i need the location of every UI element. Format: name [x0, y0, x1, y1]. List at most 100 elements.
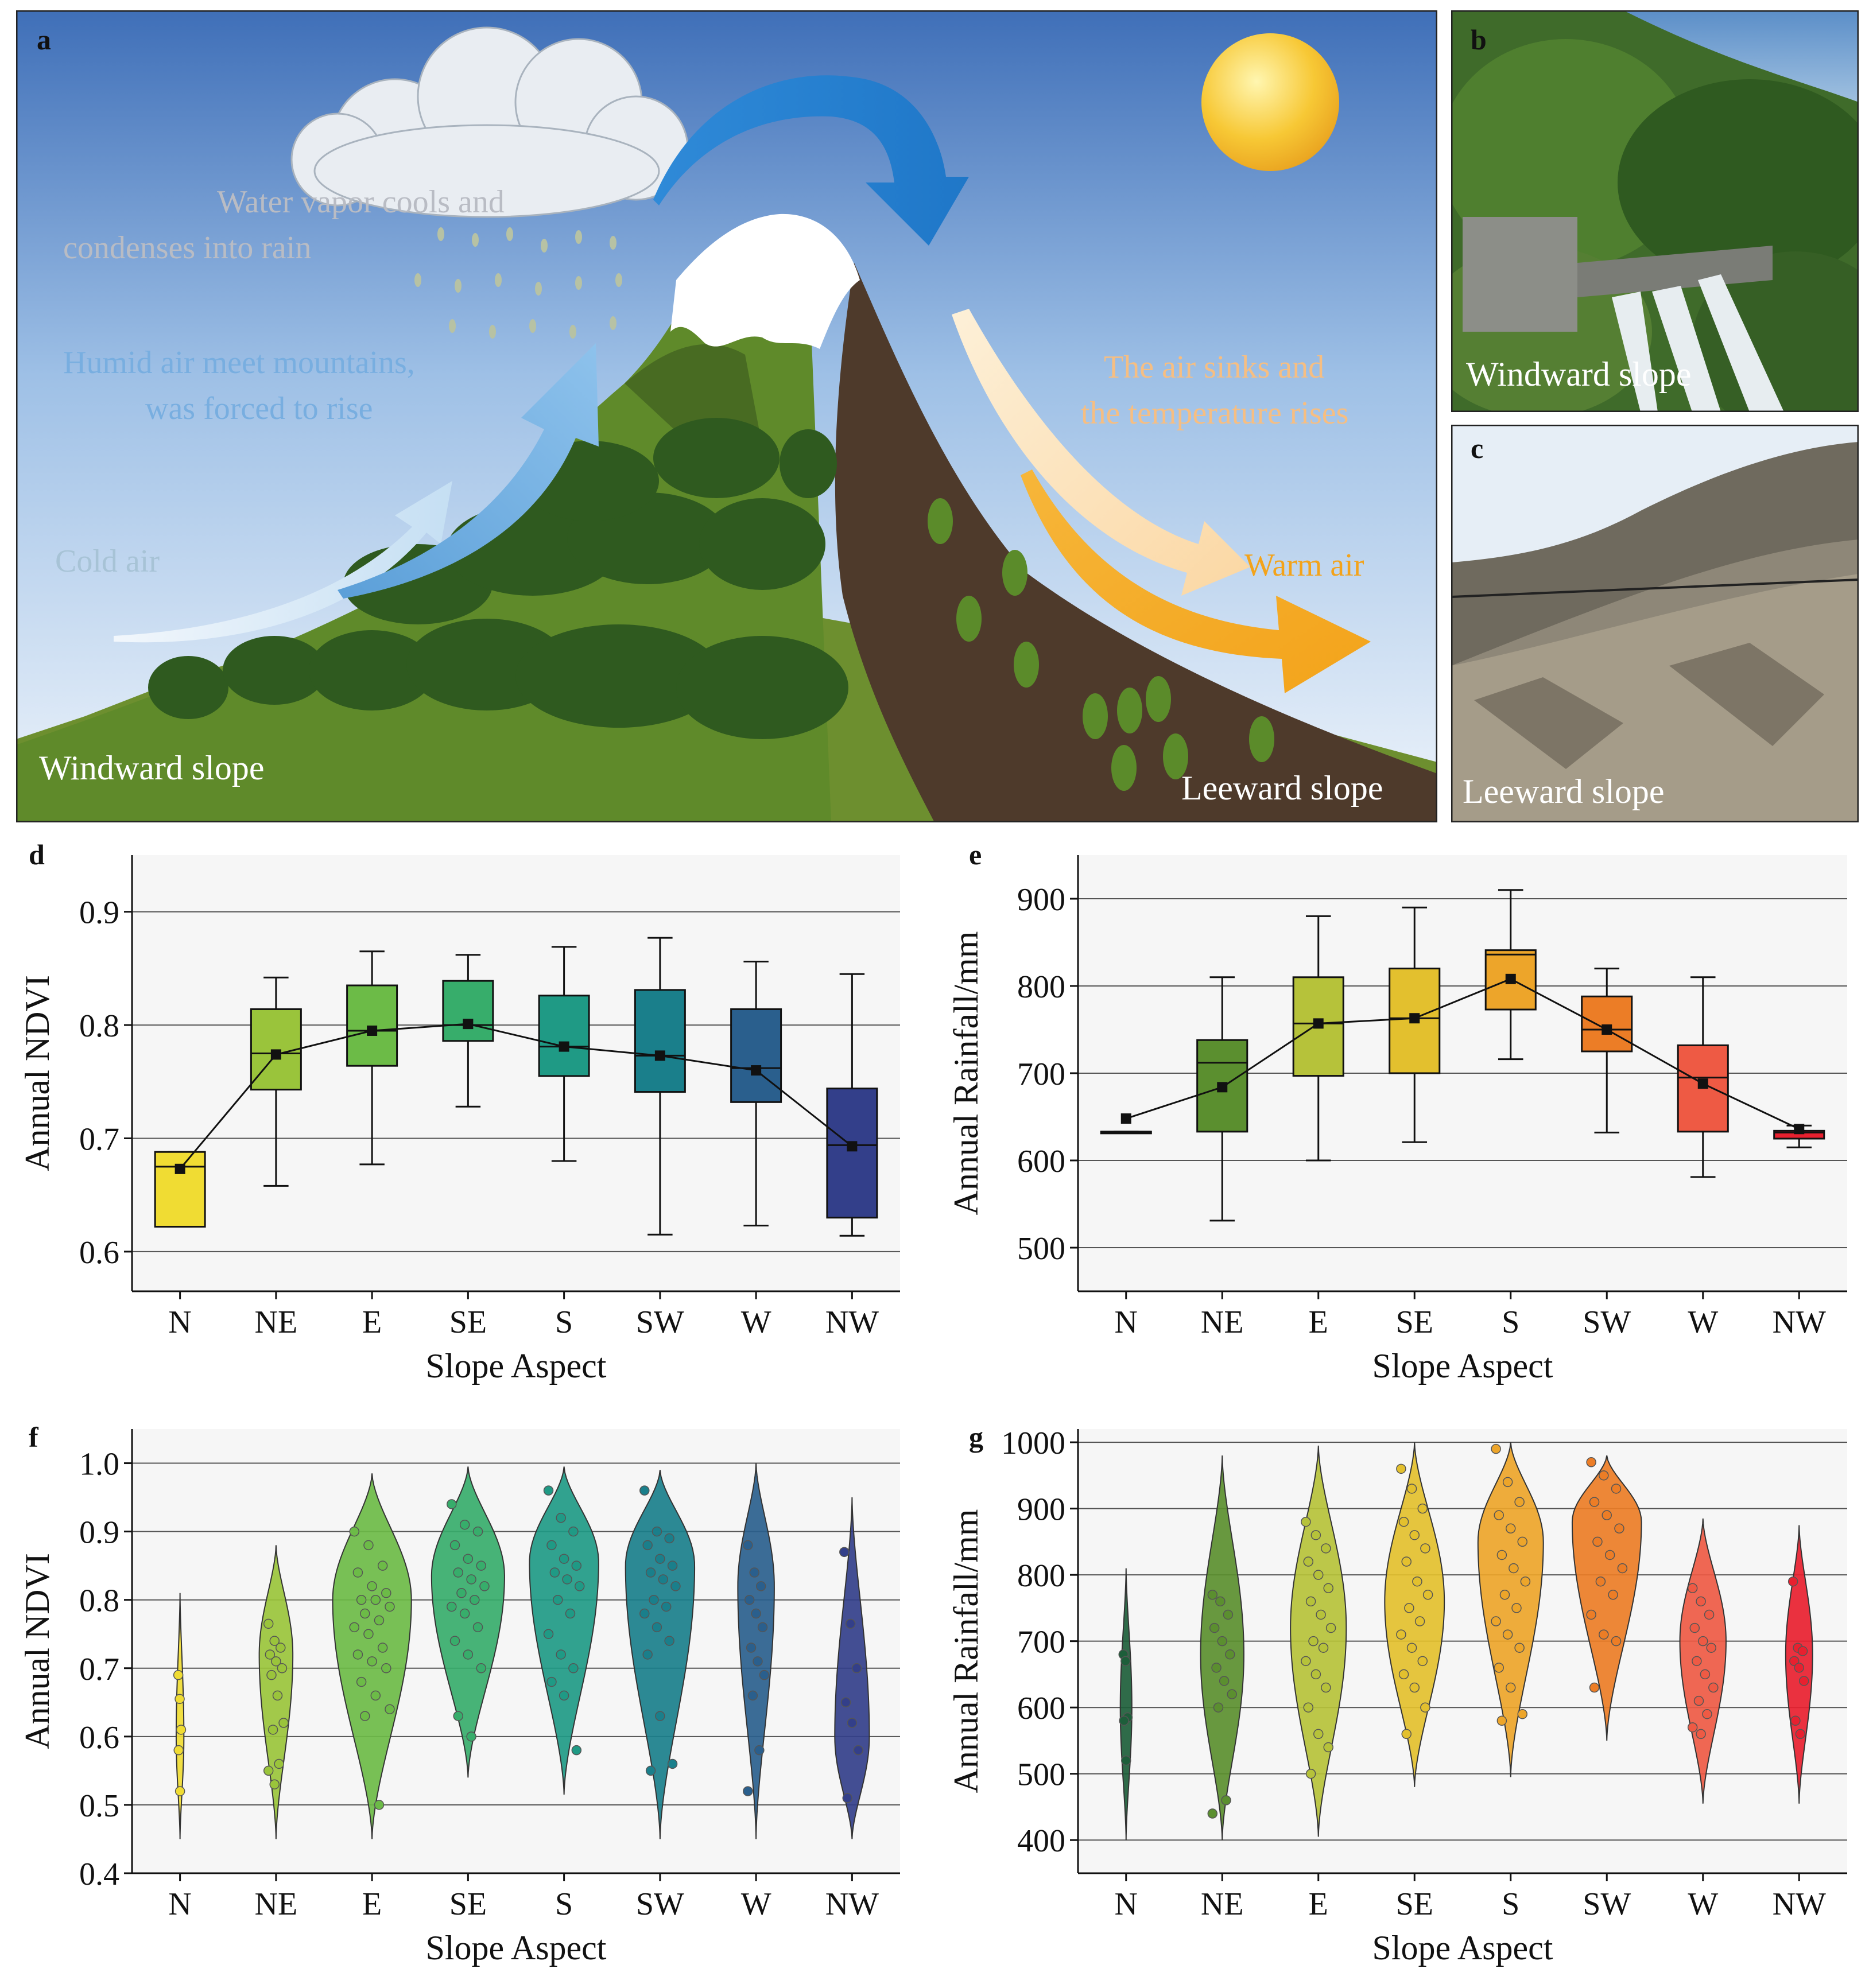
data-point [571, 1745, 582, 1756]
data-point [1217, 1636, 1227, 1647]
data-point [1412, 1576, 1422, 1587]
data-point [1215, 1596, 1226, 1607]
data-point [263, 1618, 274, 1629]
x-tick-label: NW [1773, 1304, 1826, 1340]
data-point [1689, 1622, 1700, 1633]
data-point [1121, 1755, 1131, 1766]
x-axis-label: Slope Aspect [426, 1347, 607, 1385]
y-tick-label: 800 [1017, 1558, 1065, 1594]
data-point [1401, 1556, 1412, 1567]
y-tick-label: 1000 [1001, 1426, 1065, 1461]
data-point [1316, 1609, 1326, 1620]
x-tick-label: SW [1583, 1886, 1631, 1922]
panel-label-d: d [29, 838, 45, 871]
data-point [639, 1608, 650, 1619]
leeward-photo-caption: Leeward slope [1463, 772, 1665, 810]
violin-SW [625, 1470, 696, 1839]
data-point [649, 1594, 659, 1605]
data-point [463, 1554, 474, 1564]
violin-N [1119, 1568, 1133, 1841]
data-point [479, 1581, 490, 1591]
data-point [385, 1601, 395, 1612]
data-point [476, 1560, 487, 1571]
data-point [1687, 1722, 1698, 1733]
data-point [1221, 1795, 1231, 1805]
data-point [476, 1663, 487, 1674]
data-point [1514, 1497, 1525, 1507]
data-point [1491, 1443, 1501, 1454]
chart-e-rainfall-box: 500 600 700 800 900 N NE E SE S SW W NW Slope Aspect A… [947, 855, 1847, 1385]
data-point [1604, 1550, 1615, 1560]
data-point [269, 1636, 280, 1646]
violin-NE [1200, 1455, 1244, 1841]
data-point [1494, 1510, 1504, 1520]
data-point [1225, 1649, 1235, 1660]
x-tick-label: NE [1201, 1304, 1244, 1340]
data-point [265, 1649, 276, 1660]
x-tick-label: E [362, 1886, 382, 1922]
violin-S [1477, 1442, 1544, 1777]
data-point [1509, 1563, 1519, 1574]
mean-marker [1697, 1078, 1708, 1089]
data-point [272, 1690, 283, 1701]
mountain-illustration: Water vapor cools and condenses into rai… [15, 10, 1438, 823]
mean-marker [175, 1163, 185, 1174]
mean-line [179, 1023, 853, 1170]
data-point [556, 1649, 566, 1660]
data-point [1787, 1576, 1798, 1587]
data-point [1704, 1609, 1715, 1620]
data-point [1120, 1656, 1131, 1667]
data-point [1398, 1669, 1409, 1680]
data-point [1586, 1457, 1596, 1467]
rain-text-1: Water vapor cools and [217, 184, 505, 220]
plot-area [132, 1429, 900, 1873]
data-point [546, 1676, 557, 1687]
y-tick-label: 0.9 [79, 1515, 119, 1551]
data-point [1303, 1556, 1314, 1567]
x-tick-label: W [1688, 1304, 1718, 1340]
data-point [1602, 1510, 1612, 1520]
data-point [1617, 1563, 1628, 1574]
data-point [352, 1567, 363, 1578]
y-axis-label: Annual NDVI [18, 1553, 56, 1749]
data-point [553, 1594, 563, 1605]
leeward-slope-photo [1451, 424, 1859, 823]
x-tick-label: S [555, 1886, 573, 1922]
mean-marker [1409, 1013, 1420, 1024]
data-point [1207, 1590, 1218, 1600]
data-point [565, 1608, 576, 1619]
y-tick-label: 0.7 [79, 1652, 119, 1687]
data-point [381, 1663, 391, 1674]
data-point [1599, 1629, 1609, 1640]
data-point [356, 1676, 367, 1687]
data-point [466, 1731, 476, 1742]
data-point [1404, 1603, 1414, 1613]
data-point [568, 1663, 579, 1674]
data-point [1310, 1669, 1321, 1680]
data-point [757, 1622, 768, 1633]
data-point [1700, 1669, 1711, 1680]
data-point [1614, 1523, 1624, 1534]
data-point [1797, 1646, 1808, 1656]
data-point [746, 1643, 757, 1653]
data-point [1406, 1643, 1417, 1653]
data-point [1310, 1530, 1321, 1540]
data-point [470, 1594, 480, 1605]
data-point [667, 1758, 678, 1769]
data-point [1693, 1695, 1704, 1706]
mean-marker [1505, 973, 1516, 984]
data-point [1209, 1622, 1220, 1633]
plot-area [132, 855, 900, 1291]
data-point [847, 1718, 858, 1728]
data-point [1420, 1543, 1430, 1554]
x-tick-label: S [555, 1304, 573, 1340]
violin-S [529, 1466, 599, 1795]
data-point [1608, 1590, 1618, 1600]
data-point [1589, 1497, 1600, 1507]
y-tick-label: 900 [1017, 1492, 1065, 1528]
x-axis-label: Slope Aspect [1372, 1347, 1553, 1385]
data-point [370, 1594, 381, 1605]
data-point [1611, 1636, 1622, 1647]
data-point [652, 1526, 662, 1537]
data-point [1687, 1583, 1698, 1594]
